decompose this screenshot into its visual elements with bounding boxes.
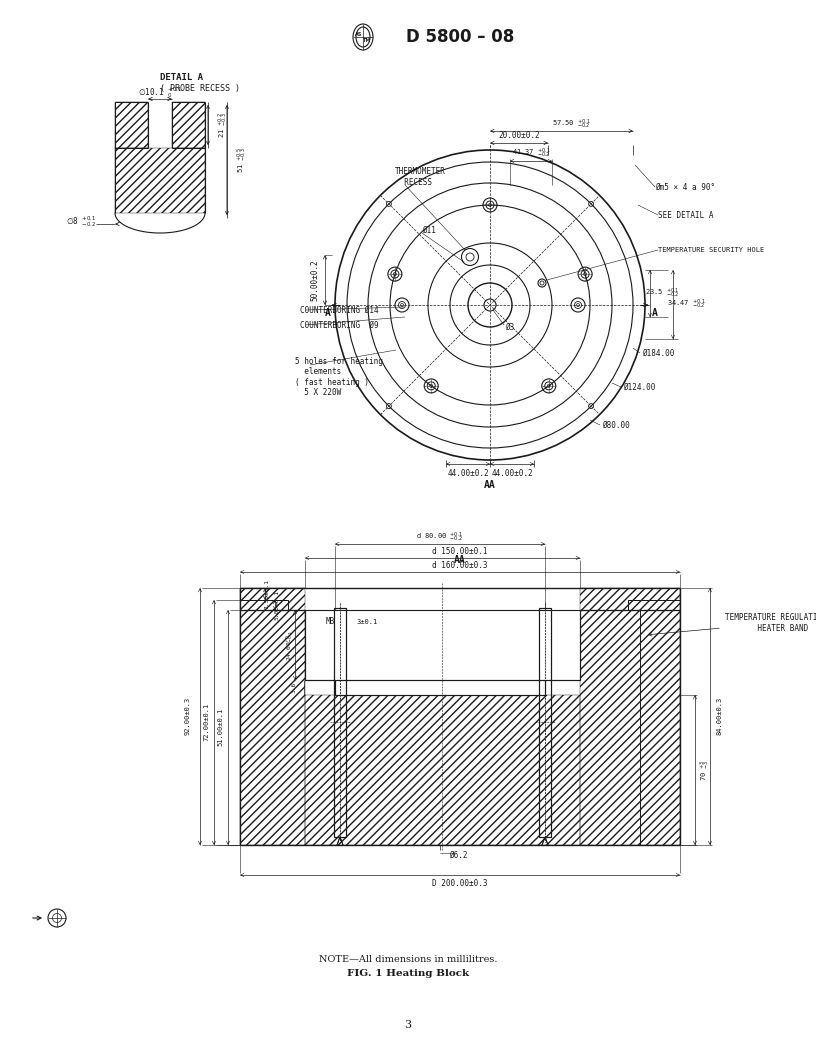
Text: COUNTERBORING Ø14: COUNTERBORING Ø14 xyxy=(300,305,379,315)
Text: Ø3: Ø3 xyxy=(505,322,514,332)
Text: 44.00±0.2: 44.00±0.2 xyxy=(447,469,489,477)
Text: AA: AA xyxy=(455,555,466,565)
Text: 84.00±0.3: 84.00±0.3 xyxy=(717,697,723,735)
Bar xyxy=(580,588,680,845)
Text: TM: TM xyxy=(363,38,371,43)
Text: FIG. 1 Heating Block: FIG. 1 Heating Block xyxy=(347,968,469,978)
Text: 70 $^{+3}_{-3}$: 70 $^{+3}_{-3}$ xyxy=(698,759,712,780)
Text: Øm5 × 4 a 90°: Øm5 × 4 a 90° xyxy=(655,183,715,191)
Text: A: A xyxy=(652,308,658,318)
Text: SEE DETAIL A: SEE DETAIL A xyxy=(658,210,713,220)
Text: Ø6.2: Ø6.2 xyxy=(449,850,468,860)
Text: 34.47 $^{+0.1}_{-0.2}$: 34.47 $^{+0.1}_{-0.2}$ xyxy=(667,298,705,312)
Text: 44.00±0.2: 44.00±0.2 xyxy=(491,469,533,477)
Text: 20.00±0.2: 20.00±0.2 xyxy=(499,132,540,140)
Text: 92.00±0.3: 92.00±0.3 xyxy=(185,697,191,735)
Text: $\emptyset$8 $^{+0.1}_{-0.2}$: $\emptyset$8 $^{+0.1}_{-0.2}$ xyxy=(65,214,96,229)
Bar xyxy=(305,610,579,680)
Text: 5 holes for heating
  elements
( fast heating )
  5 X 220W: 5 holes for heating elements ( fast heat… xyxy=(295,357,383,397)
Text: Ø11: Ø11 xyxy=(422,226,436,234)
Bar xyxy=(240,588,305,845)
Text: 41.37 $^{+0.1}_{-0.2}$: 41.37 $^{+0.1}_{-0.2}$ xyxy=(512,147,550,159)
Text: Ø184.00: Ø184.00 xyxy=(642,348,674,358)
Text: A: A xyxy=(325,308,331,318)
Text: NOTE—All dimensions in millilitres.: NOTE—All dimensions in millilitres. xyxy=(319,956,497,964)
Text: Ø80.00: Ø80.00 xyxy=(602,420,630,430)
Text: 3.6: 3.6 xyxy=(291,681,296,693)
Bar xyxy=(305,695,580,845)
Text: 3±0.1: 3±0.1 xyxy=(357,619,378,625)
Text: 21 $^{+0.2}_{-0.3}$: 21 $^{+0.2}_{-0.3}$ xyxy=(216,112,229,138)
Text: 5.00±0.1: 5.00±0.1 xyxy=(274,590,280,620)
Text: 51.00±0.1: 51.00±0.1 xyxy=(217,708,223,747)
Text: D 200.00±0.3: D 200.00±0.3 xyxy=(432,879,488,887)
Text: d 160.00±0.3: d 160.00±0.3 xyxy=(432,561,488,569)
Text: 51 $^{+0.5}_{-0.3}$: 51 $^{+0.5}_{-0.3}$ xyxy=(235,147,249,173)
Text: 50.00±0.2: 50.00±0.2 xyxy=(311,259,320,301)
Text: THERMOMETER
  RECESS: THERMOMETER RECESS xyxy=(395,167,446,187)
Text: D 5800 – 08: D 5800 – 08 xyxy=(406,29,514,46)
Text: COUNTERBORING  Ø9: COUNTERBORING Ø9 xyxy=(300,321,379,329)
Text: d 150.00±0.1: d 150.00±0.1 xyxy=(432,547,488,555)
Text: ( PROBE RECESS ): ( PROBE RECESS ) xyxy=(160,84,240,94)
Text: AS: AS xyxy=(356,33,362,38)
Text: 7.50±0.1: 7.50±0.1 xyxy=(264,579,269,609)
Text: AA: AA xyxy=(484,480,496,490)
Text: $\emptyset$10.1 $^{+0.1}_{0}$: $\emptyset$10.1 $^{+0.1}_{0}$ xyxy=(138,86,182,100)
Text: TEMPERATURE SECURITY HOLE: TEMPERATURE SECURITY HOLE xyxy=(658,247,765,253)
Text: d 80.00 $^{+0.1}_{-0.2}$: d 80.00 $^{+0.1}_{-0.2}$ xyxy=(416,530,463,544)
Text: DETAIL A: DETAIL A xyxy=(160,74,203,82)
Text: Ø124.00: Ø124.00 xyxy=(623,382,655,392)
Text: 23.5 $^{+0.1}_{-0.2}$: 23.5 $^{+0.1}_{-0.2}$ xyxy=(645,287,679,300)
Text: 24.60$^{+0}_{-0.1}$: 24.60$^{+0}_{-0.1}$ xyxy=(285,629,295,661)
Text: 3: 3 xyxy=(405,1020,411,1030)
Text: 57.50 $^{+0.1}_{-0.2}$: 57.50 $^{+0.1}_{-0.2}$ xyxy=(552,117,591,131)
Text: TEMPERATURE REGULATION
       HEATER BAND: TEMPERATURE REGULATION HEATER BAND xyxy=(725,614,816,633)
Bar xyxy=(335,680,544,695)
Text: MB: MB xyxy=(326,618,335,626)
Text: 72.00±0.1: 72.00±0.1 xyxy=(203,703,209,741)
